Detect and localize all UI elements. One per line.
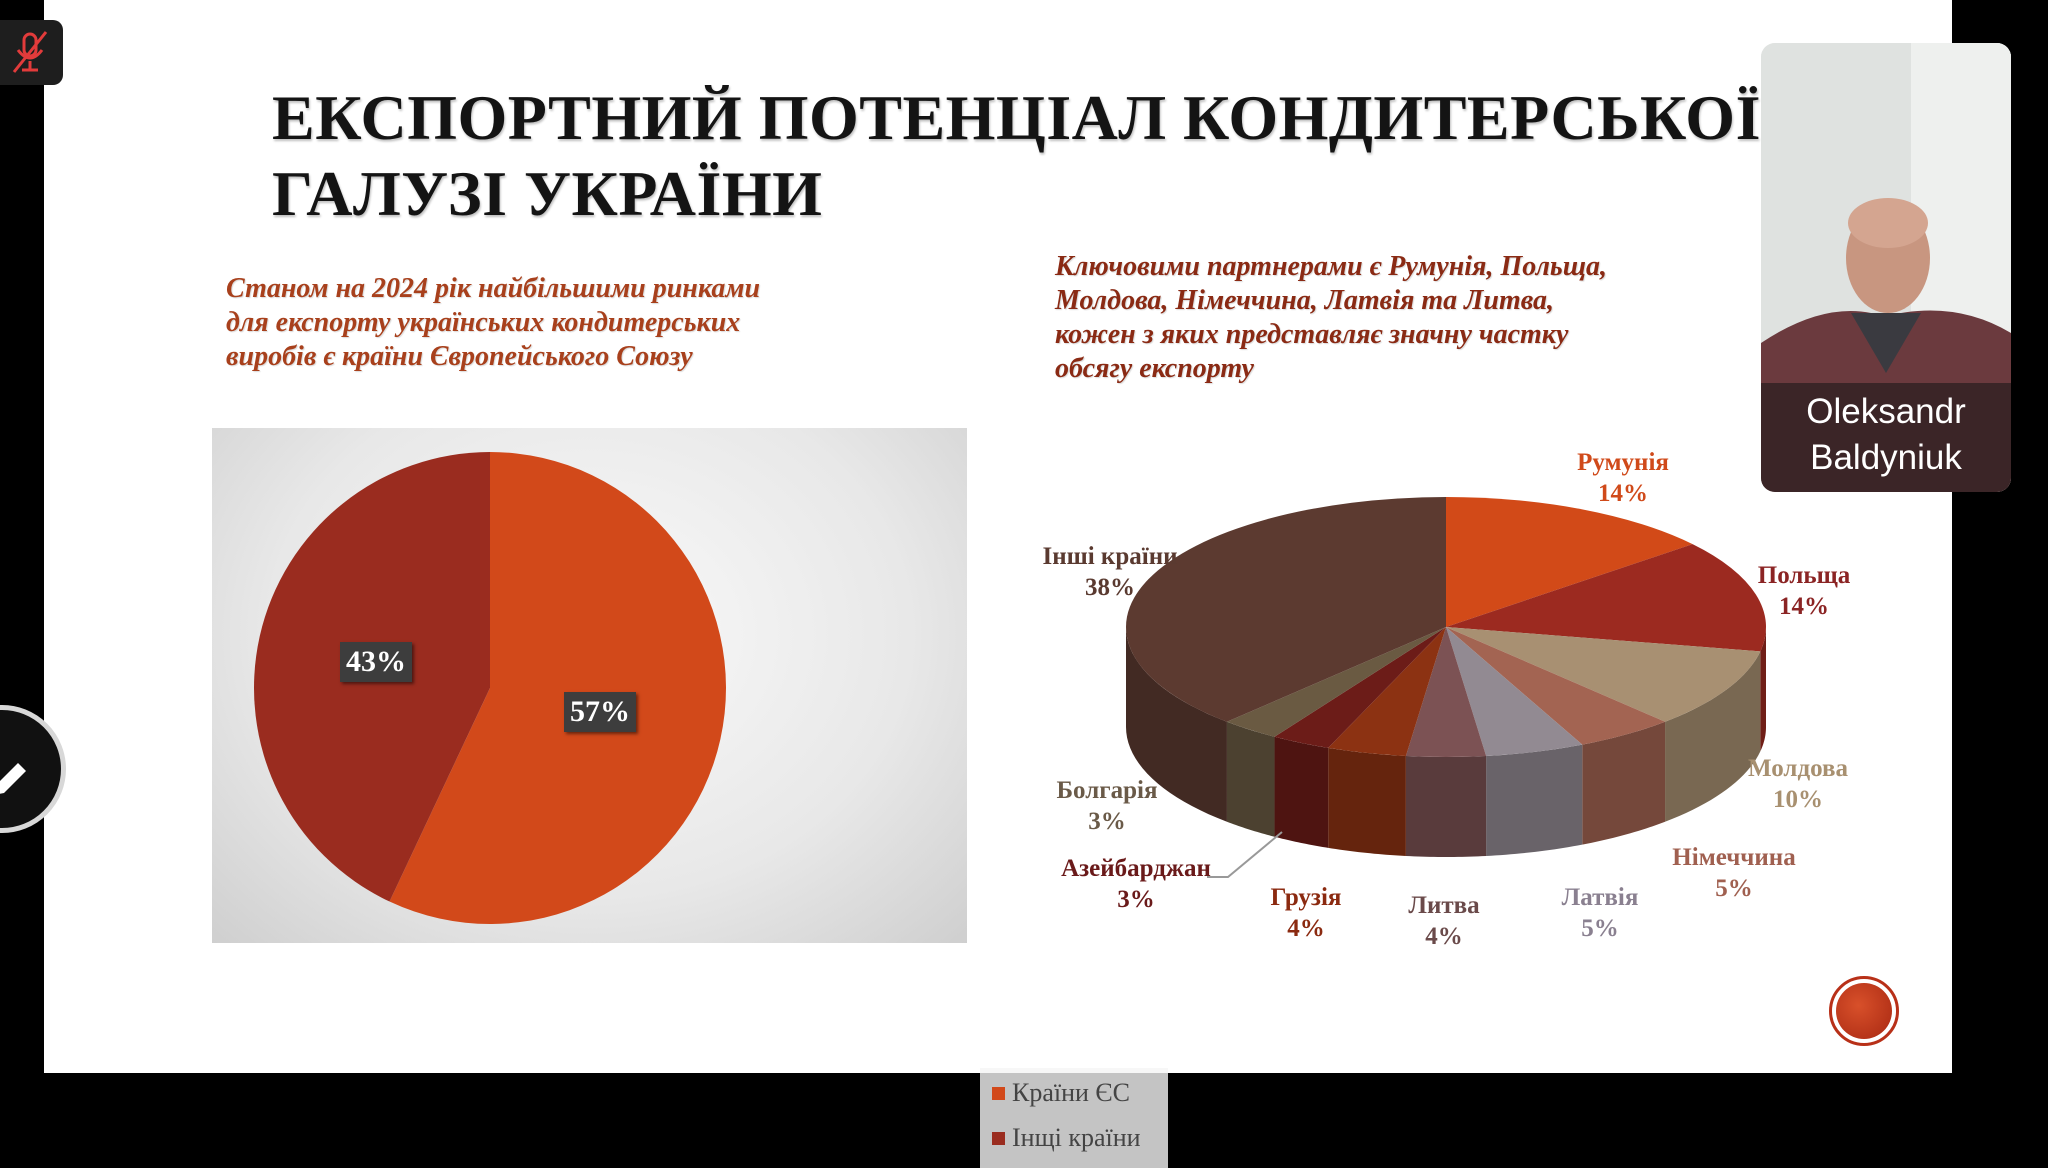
- pie-label-1: Польща 14%: [1758, 560, 1850, 622]
- subtitle-line: обсягу експорту: [1055, 353, 1254, 384]
- pie-label-value: 5%: [1581, 915, 1619, 942]
- subtitle-line: Молдова, Німеччина, Латвія та Литва,: [1055, 285, 1555, 316]
- slide-title: ЕКСПОРТНИЙ ПОТЕНЦІАЛ КОНДИТЕРСЬКОЇ ГАЛУЗ…: [272, 80, 1761, 232]
- subtitle-line: для експорту українських кондитерських: [226, 307, 741, 338]
- pie-side-1: [1760, 627, 1766, 752]
- pie-label-name: Інші країни: [1042, 543, 1178, 570]
- pie-label-name: Азейбарджан: [1061, 855, 1211, 882]
- annotate-button[interactable]: [0, 705, 66, 833]
- left-subtitle: Станом на 2024 рік найбільшими ринками д…: [226, 272, 760, 374]
- pie-label-name: Румунія: [1577, 449, 1669, 476]
- pie-label-name: Болгарія: [1056, 777, 1158, 804]
- subtitle-line: кожен з яких представляє значну частку: [1055, 319, 1569, 350]
- pie-side-6: [1328, 747, 1406, 856]
- mic-muted-button[interactable]: [0, 20, 63, 85]
- pie-label-value: 3%: [1088, 808, 1126, 835]
- legend: Країни ЄС Інщі країни: [980, 1068, 1168, 1168]
- pie-side-5: [1405, 755, 1487, 857]
- pie-label-name: Польща: [1757, 562, 1851, 589]
- pie-slice-1: [1446, 544, 1766, 652]
- pie-label-value: 38%: [1085, 574, 1135, 601]
- data-label-other: 43%: [340, 642, 412, 682]
- pie-slice-8: [1226, 627, 1446, 737]
- pie-slice-3: [1446, 627, 1666, 745]
- legend-label: Країни ЄС: [1012, 1078, 1130, 1107]
- pie-label-value: 14%: [1779, 593, 1829, 620]
- pie-label-name: Литва: [1408, 892, 1480, 919]
- pie-label-8: Болгарія 3%: [1057, 775, 1158, 837]
- leader-line: [1207, 831, 1283, 878]
- partners-3d-pie-chart: [1126, 497, 1766, 878]
- legend-item-other: Інщі країни: [992, 1123, 1141, 1153]
- legend-item-eu: Країни ЄС: [992, 1078, 1130, 1108]
- subtitle-line: виробів є країни Європейського Союзу: [226, 341, 693, 372]
- pie-label-name: Молдова: [1748, 755, 1848, 782]
- name-line: Baldyniuk: [1810, 438, 1962, 477]
- pie-label-0: Румунія 14%: [1577, 447, 1669, 509]
- pie-slice-6: [1328, 627, 1446, 756]
- legend-label: Інщі країни: [1012, 1123, 1141, 1152]
- subtitle-line: Ключовими партнерами є Румунія, Польща,: [1055, 251, 1608, 282]
- pie-label-6: Грузія 4%: [1271, 882, 1342, 944]
- participant-video-tile[interactable]: Oleksandr Baldyniuk: [1761, 43, 2011, 492]
- mic-muted-icon: [12, 31, 48, 73]
- pie-label-7: Азейбарджан 3%: [1061, 853, 1211, 915]
- pie-label-5: Литва 4%: [1408, 890, 1479, 952]
- title-line: ЕКСПОРТНИЙ ПОТЕНЦІАЛ КОНДИТЕРСЬКОЇ: [272, 82, 1761, 153]
- right-subtitle: Ключовими партнерами є Румунія, Польща, …: [1055, 250, 1607, 386]
- pie-label-value: 5%: [1715, 875, 1753, 902]
- slide-logo-icon: [1836, 983, 1892, 1039]
- pie-label-value: 4%: [1425, 923, 1463, 950]
- name-line: Oleksandr: [1806, 392, 1966, 431]
- pie-label-value: 4%: [1287, 915, 1325, 942]
- title-line: ГАЛУЗІ УКРАЇНИ: [272, 158, 823, 229]
- pie-slice-0: [389, 452, 727, 924]
- eu-share-pie-chart: 43% 57% Країни ЄС Інщі країни: [212, 428, 1168, 1168]
- pie-label-4: Латвія 5%: [1562, 882, 1639, 944]
- pie-slice-9: [1126, 497, 1446, 722]
- pie-label-2: Молдова 10%: [1748, 753, 1848, 815]
- pie-label-value: 10%: [1773, 786, 1823, 813]
- pie-label-name: Німеччина: [1672, 844, 1796, 871]
- pie-side-9: [1126, 627, 1227, 822]
- subtitle-line: Станом на 2024 рік найбільшими ринками: [226, 273, 761, 304]
- legend-swatch: [992, 1086, 1005, 1100]
- pie-label-3: Німеччина 5%: [1672, 842, 1795, 904]
- pie-slice-2: [1446, 627, 1761, 722]
- pie-slice-0: [1446, 497, 1693, 627]
- pie-side-2: [1665, 651, 1761, 822]
- pie-label-name: Грузія: [1270, 884, 1342, 911]
- slide-logo-button[interactable]: [1829, 976, 1899, 1046]
- pie-label-value: 14%: [1597, 480, 1648, 507]
- pie-label-9: Інші країни 38%: [1043, 541, 1178, 603]
- pie-side-3: [1582, 721, 1666, 845]
- participant-name: Oleksandr Baldyniuk: [1761, 383, 2011, 492]
- pie-slice-4: [1446, 627, 1583, 756]
- pie-label-value: 3%: [1117, 886, 1155, 913]
- pie-side-8: [1226, 721, 1275, 837]
- pie-side-4: [1486, 744, 1583, 856]
- data-label-eu: 57%: [564, 692, 636, 732]
- pie-slice-5: [1405, 627, 1487, 757]
- legend-swatch: [992, 1131, 1005, 1145]
- pencil-icon: [0, 763, 26, 794]
- pie-svg: [254, 452, 727, 924]
- pie-label-name: Латвія: [1561, 884, 1639, 911]
- pie-side-7: [1274, 736, 1329, 848]
- pie-slice-7: [1274, 627, 1446, 748]
